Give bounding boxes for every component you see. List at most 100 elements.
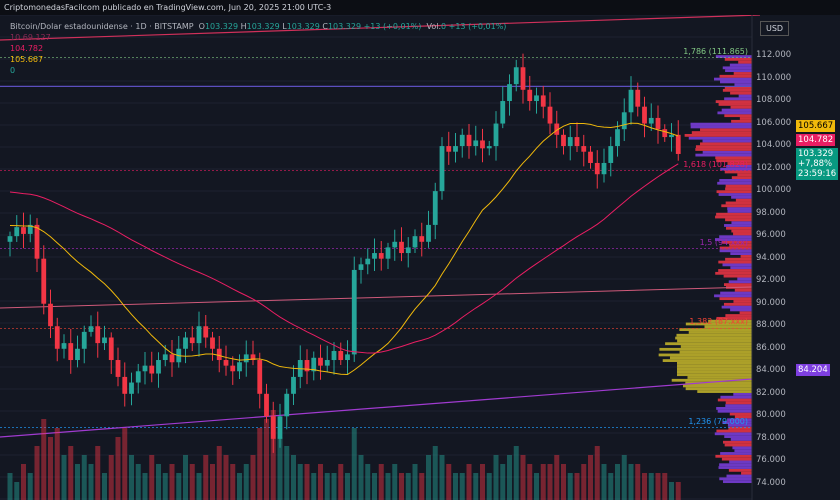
volume-bar — [507, 455, 512, 500]
price-chart[interactable] — [0, 15, 840, 500]
price-tick: 98.000 — [756, 207, 786, 218]
volume-profile-bar — [722, 88, 752, 92]
candle-body — [34, 224, 40, 259]
volume-profile-bar — [702, 150, 752, 154]
volume-profile-bar — [677, 339, 752, 343]
low-label: L — [282, 22, 287, 31]
volume-profile-bar — [731, 195, 752, 199]
open-value: 103.329 — [204, 22, 239, 31]
volume-profile-bar — [658, 353, 752, 357]
volume-profile-bar — [677, 364, 752, 368]
volume-profile-bar — [724, 224, 752, 227]
volume-profile-bar — [721, 457, 752, 461]
volume-profile-bar — [730, 91, 752, 95]
candle-body — [21, 227, 26, 234]
volume-bar — [169, 464, 175, 500]
volume-bar — [608, 473, 614, 500]
volume-profile-bar — [721, 108, 752, 112]
volume-profile-bar — [723, 480, 752, 484]
currency-button[interactable]: USD — [760, 21, 790, 36]
volume-profile-bar — [722, 263, 752, 267]
candle-body — [311, 357, 317, 372]
candle-body — [621, 112, 627, 130]
volume-bar — [439, 455, 445, 500]
candle-body — [156, 360, 161, 374]
volume-bar — [662, 473, 668, 500]
volume-bar — [304, 464, 310, 500]
volume-profile-bar — [720, 80, 752, 84]
price-tick: 90.000 — [756, 297, 786, 308]
volume-profile-bar — [725, 201, 752, 205]
volume-bar — [270, 410, 276, 500]
candle-body — [149, 365, 155, 374]
candle-body — [257, 360, 263, 394]
high-value: 103.329 — [246, 22, 280, 31]
candle-body — [567, 137, 573, 147]
volume-bar — [399, 473, 404, 500]
volume-bar — [493, 455, 499, 500]
fib-label: 1,236 (79.000) — [688, 416, 748, 426]
candle-body — [432, 191, 438, 225]
volume-profile-bar — [731, 229, 752, 233]
volume-profile-bar — [671, 378, 752, 382]
volume-profile-bar — [728, 468, 752, 472]
candle-body — [399, 241, 404, 254]
volume-bar — [75, 464, 80, 500]
volume-profile-bar — [717, 111, 752, 115]
volume-bar — [534, 473, 539, 500]
volume-profile-bar — [708, 319, 752, 323]
candle-body — [129, 382, 134, 394]
candle-body — [27, 224, 33, 234]
candle-body — [588, 151, 593, 163]
candle-body — [594, 162, 600, 175]
candle-body — [439, 146, 445, 192]
volume-bar — [95, 446, 101, 500]
candle-body — [655, 117, 661, 130]
volume-bar — [351, 428, 357, 500]
volume-profile-bar — [725, 218, 752, 222]
volume-profile-bar — [727, 207, 752, 210]
volume-profile-bar — [715, 156, 752, 160]
candle-body — [574, 137, 580, 147]
volume-profile-bar — [716, 316, 752, 320]
volume-profile-bar — [715, 55, 752, 58]
candle-body — [331, 351, 337, 361]
candle-body — [291, 376, 296, 394]
volume-bar — [426, 455, 431, 500]
volume-profile-bar — [727, 423, 752, 427]
candle-body — [169, 354, 175, 363]
volume-profile-bar — [724, 97, 752, 101]
volume-profile-bar — [728, 280, 752, 284]
last-price: 103.329 — [798, 149, 834, 159]
last-change: +7,88% — [798, 159, 833, 169]
volume-profile-bar — [719, 246, 752, 250]
volume-bar — [338, 464, 344, 500]
candle-body — [608, 146, 614, 163]
vol-label: Vol. — [426, 22, 441, 31]
volume-bar — [561, 464, 566, 500]
price-tick: 108.000 — [756, 95, 792, 106]
volume-bar — [176, 473, 182, 500]
volume-profile-bar — [702, 139, 752, 143]
fib-label: 1,786 (111.865) — [683, 46, 748, 56]
volume-profile-bar — [680, 345, 752, 348]
volume-profile-bar — [729, 63, 752, 67]
volume-profile-bar — [659, 347, 752, 351]
volume-bar — [311, 473, 317, 500]
candle-body — [135, 371, 141, 383]
volume-bar — [162, 473, 168, 500]
volume-bar — [486, 473, 492, 500]
volume-bar — [473, 473, 479, 500]
volume-profile-bar — [724, 443, 752, 447]
volume-profile-bar — [720, 395, 752, 399]
ma-yellow-value: 105.667 — [10, 55, 44, 64]
volume-profile-bar — [679, 350, 752, 354]
volume-profile-bar — [740, 255, 752, 258]
volume-profile-bar — [716, 190, 752, 194]
candle-body — [615, 129, 620, 147]
volume-bar — [216, 446, 222, 500]
volume-bar — [345, 473, 350, 500]
last-price-badge: 103.329 +7,88% 23:59:16 — [796, 148, 839, 180]
volume-profile-bar — [684, 133, 752, 137]
volume-bar — [277, 437, 283, 500]
